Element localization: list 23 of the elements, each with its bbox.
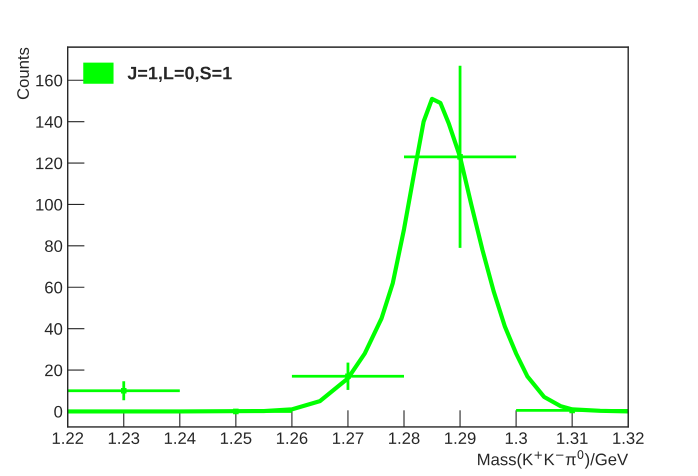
x-tick-label: 1.31 [557, 432, 588, 444]
legend-label: J=1,L=0,S=1 [128, 66, 232, 82]
x-tick-label: 1.22 [52, 432, 84, 444]
y-tick-label: 80 [45, 240, 62, 252]
y-tick-label: 160 [36, 74, 62, 86]
x-tick-label: 1.32 [613, 432, 644, 444]
y-tick-label: 20 [45, 364, 62, 376]
x-tick-label: 1.27 [333, 432, 364, 444]
x-tick-label: 1.3 [506, 432, 527, 444]
x-tick-label: 1.29 [445, 432, 476, 444]
x-axis-title: Mass(K$^{+}$K$^{−}$π$^{0}$)/GeV [478, 450, 628, 469]
y-tick-label: 60 [45, 282, 62, 294]
y-tick-label: 140 [36, 116, 62, 128]
y-tick-label: 100 [36, 198, 62, 211]
x-tick-label: 1.24 [164, 432, 196, 444]
x-tick-label: 1.23 [108, 432, 140, 444]
y-tick-label: 0 [54, 406, 62, 418]
x-tick-label: 1.28 [389, 432, 420, 444]
y-tick-label: 120 [36, 157, 62, 170]
x-tick-label: 1.25 [220, 432, 252, 444]
x-tick-label: 1.26 [276, 432, 308, 444]
y-axis-title: Counts [17, 48, 29, 100]
y-tick-label: 40 [44, 323, 62, 335]
